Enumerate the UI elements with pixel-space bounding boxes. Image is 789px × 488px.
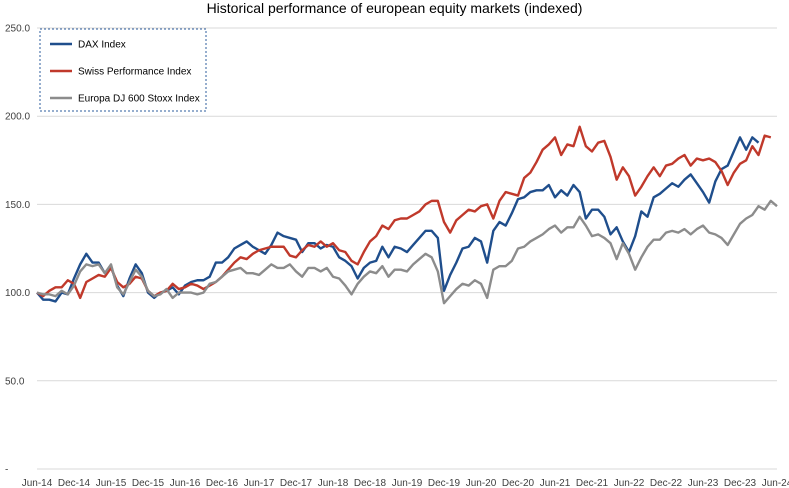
y-tick-label: 250.0 bbox=[5, 24, 30, 35]
x-tick-label: Jun-21 bbox=[540, 478, 571, 488]
y-tick-label: 100.0 bbox=[5, 288, 30, 299]
y-tick-label: 200.0 bbox=[5, 112, 30, 123]
x-tick-label: Jun-16 bbox=[170, 478, 201, 488]
x-tick-label: Jun-17 bbox=[244, 478, 275, 488]
y-tick-label: 50.0 bbox=[5, 376, 25, 387]
x-axis-ticks: Jun-14 Dec-14 Jun-15 Dec-15 Jun-16 Dec-16 Jun-… bbox=[22, 478, 789, 488]
legend-label: DAX Index bbox=[78, 40, 126, 51]
x-tick-label: Dec-18 bbox=[354, 478, 387, 488]
x-tick-label: Dec-23 bbox=[724, 478, 757, 488]
series-line-1 bbox=[36, 125, 772, 300]
x-tick-label: Jun-20 bbox=[466, 478, 497, 488]
x-tick-label: Dec-16 bbox=[206, 478, 239, 488]
x-tick-label: Jun-15 bbox=[96, 478, 127, 488]
legend-items: DAX Index Swiss Performance Index Europa D… bbox=[50, 40, 200, 105]
x-tick-label: Jun-14 bbox=[22, 478, 53, 488]
x-tick-label: Dec-21 bbox=[576, 478, 609, 488]
series-line-2 bbox=[36, 199, 778, 305]
x-tick-label: Jun-19 bbox=[392, 478, 423, 488]
y-tick-label: - bbox=[5, 465, 8, 476]
series-lines bbox=[36, 125, 778, 305]
x-tick-label: Jun-24 bbox=[762, 478, 789, 488]
legend-label: Europa DJ 600 Stoxx Index bbox=[78, 94, 200, 105]
x-tick-label: Dec-15 bbox=[132, 478, 165, 488]
x-tick-label: Jun-18 bbox=[318, 478, 349, 488]
chart-title: Historical performance of european equit… bbox=[206, 0, 583, 16]
x-tick-label: Jun-23 bbox=[688, 478, 719, 488]
legend: DAX Index Swiss Performance Index Europa D… bbox=[39, 28, 207, 112]
x-tick-label: Jun-22 bbox=[614, 478, 645, 488]
y-axis-ticks: - 50.0 100.0 150.0 200.0 250.0 bbox=[5, 24, 30, 476]
y-tick-label: 150.0 bbox=[5, 200, 30, 211]
x-tick-label: Dec-22 bbox=[650, 478, 683, 488]
x-tick-label: Dec-17 bbox=[280, 478, 313, 488]
x-tick-label: Dec-19 bbox=[428, 478, 461, 488]
legend-label: Swiss Performance Index bbox=[78, 67, 191, 78]
x-tick-label: Dec-14 bbox=[58, 478, 91, 488]
gridlines bbox=[37, 27, 777, 382]
x-tick-label: Dec-20 bbox=[502, 478, 535, 488]
